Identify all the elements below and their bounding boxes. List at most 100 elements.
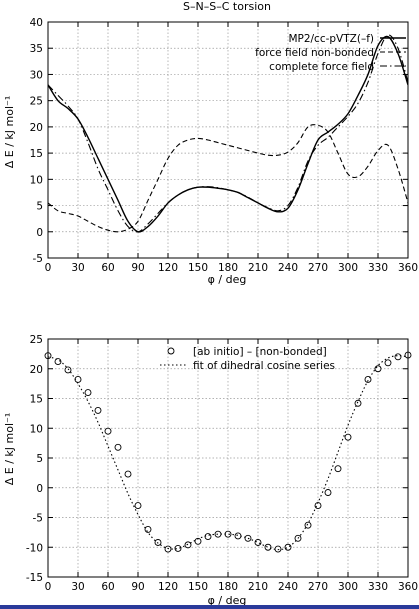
bottom-x-tick-label: 180 xyxy=(218,581,238,593)
bottom-data-point xyxy=(64,366,72,374)
bottom-y-tick-label: -10 xyxy=(26,542,43,554)
top-y-tick-label: 0 xyxy=(36,227,43,239)
top-y-tick-label: -5 xyxy=(33,253,43,265)
bottom-y-tick-label: 0 xyxy=(36,483,43,495)
window-bottom-border xyxy=(0,605,419,609)
top-y-tick-label: 35 xyxy=(30,43,43,55)
top-y-axis-label: Δ E / kJ mol⁻¹ xyxy=(3,96,16,169)
bottom-data-point xyxy=(134,502,142,510)
bottom-data-point xyxy=(174,544,182,552)
bottom-data-point xyxy=(144,525,152,533)
bottom-data-point xyxy=(384,359,392,367)
top-series-2-line xyxy=(48,34,408,233)
top-x-tick-label: 0 xyxy=(45,262,52,274)
bottom-y-tick-label: 20 xyxy=(30,364,43,376)
top-legend-label: force field non-bonded xyxy=(255,47,374,59)
bottom-data-point xyxy=(254,539,262,546)
top-y-tick-label: 5 xyxy=(36,201,43,213)
bottom-x-axis-label: φ / deg xyxy=(208,594,247,607)
bottom-data-point xyxy=(244,534,252,542)
top-x-tick-label: 270 xyxy=(308,262,328,274)
top-x-tick-label: 30 xyxy=(71,262,84,274)
top-x-axis-label: φ / deg xyxy=(208,273,247,286)
bottom-data-point xyxy=(194,537,202,545)
top-panel-torsion-energies: S–N–S–C torsion 0 30 60 90 120 150 180 210 240 27… xyxy=(3,0,418,286)
top-x-tick-label: 300 xyxy=(338,262,358,274)
top-legend-label: MP2/cc-pVTZ(–f) xyxy=(288,33,374,45)
bottom-y-tick-label: -5 xyxy=(33,513,43,525)
bottom-data-point xyxy=(94,406,102,414)
bottom-x-tick-label: 90 xyxy=(131,581,144,593)
bottom-data-point xyxy=(114,443,122,451)
top-x-tick-label: 240 xyxy=(278,262,298,274)
bottom-x-tick-label: 30 xyxy=(71,581,84,593)
bottom-legend: [ab initio] – [non-bonded] fit of dihedra… xyxy=(160,346,335,372)
top-x-tick-label: 330 xyxy=(368,262,388,274)
top-x-tick-label: 180 xyxy=(218,262,238,274)
bottom-series-1-line xyxy=(48,355,408,551)
bottom-data-point xyxy=(334,465,342,473)
top-legend-label: complete force field xyxy=(269,61,374,73)
bottom-data-point xyxy=(164,545,172,553)
top-x-tick-label: 210 xyxy=(248,262,268,274)
bottom-x-tick-label: 120 xyxy=(158,581,178,593)
bottom-legend-swatch xyxy=(167,347,175,355)
top-plot-frame xyxy=(47,21,409,259)
bottom-y-tick-label: 10 xyxy=(30,423,43,435)
bottom-data-point xyxy=(354,399,362,407)
bottom-grid xyxy=(48,339,408,577)
bottom-series-0-points xyxy=(44,351,412,553)
bottom-plot-frame xyxy=(47,338,409,578)
bottom-y-tick-label: 15 xyxy=(30,394,43,406)
bottom-data-point xyxy=(344,433,352,441)
bottom-data-point xyxy=(394,353,402,361)
bottom-series xyxy=(44,351,412,553)
top-y-tick-label: 30 xyxy=(30,69,43,81)
top-legend: MP2/cc-pVTZ(–f) force field non-bonded com… xyxy=(255,33,406,73)
bottom-legend-label: [ab initio] – [non-bonded] xyxy=(193,346,327,358)
top-series xyxy=(48,34,408,233)
top-y-tick-label: 10 xyxy=(30,174,43,186)
bottom-data-point xyxy=(124,470,132,478)
bottom-x-tick-label: 240 xyxy=(278,581,298,593)
bottom-x-tick-label: 300 xyxy=(338,581,358,593)
bottom-x-tick-label: 360 xyxy=(398,581,418,593)
bottom-data-point xyxy=(304,521,312,529)
top-y-tick-label: 20 xyxy=(30,122,43,134)
bottom-data-point xyxy=(274,545,282,553)
bottom-data-point xyxy=(234,532,242,540)
bottom-data-point xyxy=(84,389,92,396)
top-series-1-line xyxy=(48,124,408,233)
bottom-data-point xyxy=(364,376,372,383)
bottom-x-tick-label: 0 xyxy=(45,581,52,593)
bottom-data-point xyxy=(374,365,382,373)
top-x-tick-label: 90 xyxy=(131,262,144,274)
bottom-data-point xyxy=(204,533,212,540)
bottom-x-tick-label: 330 xyxy=(368,581,388,593)
bottom-x-tick-label: 210 xyxy=(248,581,268,593)
bottom-y-tick-label: 25 xyxy=(30,334,43,346)
bottom-x-tick-label: 270 xyxy=(308,581,328,593)
top-y-tick-label: 25 xyxy=(30,96,43,108)
top-x-tick-label: 150 xyxy=(188,262,208,274)
bottom-data-point xyxy=(264,543,272,551)
bottom-y-axis-label: Δ E / kJ mol⁻¹ xyxy=(3,413,16,486)
top-x-tick-label: 360 xyxy=(398,262,418,274)
bottom-data-point xyxy=(104,427,112,435)
bottom-x-tick-label: 60 xyxy=(101,581,114,593)
bottom-ticks: 0 30 60 90 120 150 180 210 240 270 300 330 360-15-10… xyxy=(26,334,418,593)
top-grid xyxy=(48,22,408,258)
top-y-tick-label: 40 xyxy=(30,17,43,29)
bottom-data-point xyxy=(54,358,62,366)
bottom-panel-difference-fit: 0 30 60 90 120 150 180 210 240 270 300 330 360-15-10… xyxy=(3,334,418,607)
top-series-0-line xyxy=(48,35,408,233)
bottom-data-point xyxy=(284,543,292,551)
top-x-tick-label: 120 xyxy=(158,262,178,274)
bottom-legend-label: fit of dihedral cosine series xyxy=(193,360,335,372)
top-y-tick-label: 15 xyxy=(30,148,43,160)
top-chart-title: S–N–S–C torsion xyxy=(183,0,271,13)
bottom-y-tick-label: 5 xyxy=(36,453,43,465)
top-ticks: 0 30 60 90 120 150 180 210 240 270 300 330 360-50510… xyxy=(30,17,418,274)
bottom-x-tick-label: 150 xyxy=(188,581,208,593)
